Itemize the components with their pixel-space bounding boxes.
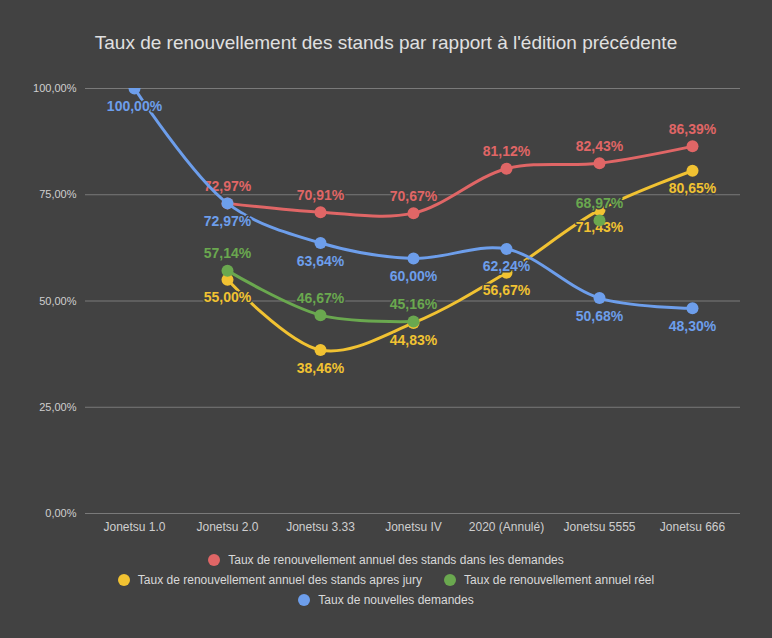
svg-text:70,67%: 70,67% bbox=[390, 188, 438, 204]
svg-text:72,97%: 72,97% bbox=[204, 213, 252, 229]
svg-text:57,14%: 57,14% bbox=[204, 245, 252, 261]
svg-text:0,00%: 0,00% bbox=[45, 507, 76, 519]
svg-text:62,24%: 62,24% bbox=[483, 258, 531, 274]
svg-text:48,30%: 48,30% bbox=[669, 318, 717, 334]
html-text:Taux de renouvellement annuel: Taux de renouvellement annuel réel bbox=[464, 573, 655, 587]
html-text:Taux de renouvellement des sta: Taux de renouvellement des stands par ra… bbox=[94, 32, 678, 53]
svg-text:2020 (Annulé): 2020 (Annulé) bbox=[469, 520, 544, 534]
svg-text:45,16%: 45,16% bbox=[390, 296, 438, 312]
html-text:Taux de renouvellement annuel: Taux de renouvellement annuel des stands… bbox=[228, 553, 564, 567]
svg-text:38,46%: 38,46% bbox=[297, 360, 345, 376]
svg-text:75,00%: 75,00% bbox=[39, 188, 77, 200]
svg-text:Jonetsu 666: Jonetsu 666 bbox=[660, 520, 726, 534]
svg-text:Jonetsu 1.0: Jonetsu 1.0 bbox=[103, 520, 165, 534]
svg-text:80,65%: 80,65% bbox=[669, 180, 717, 196]
svg-text:Jonetsu 2.0: Jonetsu 2.0 bbox=[196, 520, 258, 534]
svg-text:70,91%: 70,91% bbox=[297, 187, 345, 203]
svg-text:81,12%: 81,12% bbox=[483, 143, 531, 159]
svg-text:82,43%: 82,43% bbox=[576, 138, 624, 154]
svg-text:68,97%: 68,97% bbox=[576, 195, 624, 211]
svg-text:56,67%: 56,67% bbox=[483, 282, 531, 298]
svg-text:55,00%: 55,00% bbox=[204, 289, 252, 305]
svg-text:86,39%: 86,39% bbox=[669, 121, 717, 137]
svg-text:63,64%: 63,64% bbox=[297, 253, 345, 269]
svg-text:25,00%: 25,00% bbox=[39, 401, 77, 413]
svg-text:Jonetsu IV: Jonetsu IV bbox=[385, 520, 442, 534]
svg-text:60,00%: 60,00% bbox=[390, 268, 438, 284]
svg-text:100,00%: 100,00% bbox=[107, 98, 163, 114]
svg-text:46,67%: 46,67% bbox=[297, 290, 345, 306]
svg-text:71,43%: 71,43% bbox=[575, 219, 624, 236]
html-text:Taux de nouvelles demandes: Taux de nouvelles demandes bbox=[318, 593, 474, 607]
html-text:Taux de renouvellement annuel: Taux de renouvellement annuel des stands… bbox=[137, 573, 422, 587]
svg-text:Jonetsu 5555: Jonetsu 5555 bbox=[563, 520, 635, 534]
svg-text:72,97%: 72,97% bbox=[204, 178, 252, 194]
svg-text:44,83%: 44,83% bbox=[390, 332, 438, 348]
svg-text:50,00%: 50,00% bbox=[39, 295, 77, 307]
svg-text:50,68%: 50,68% bbox=[576, 308, 624, 324]
svg-text:100,00%: 100,00% bbox=[33, 82, 77, 94]
svg-text:Jonetsu 3.33: Jonetsu 3.33 bbox=[286, 520, 355, 534]
